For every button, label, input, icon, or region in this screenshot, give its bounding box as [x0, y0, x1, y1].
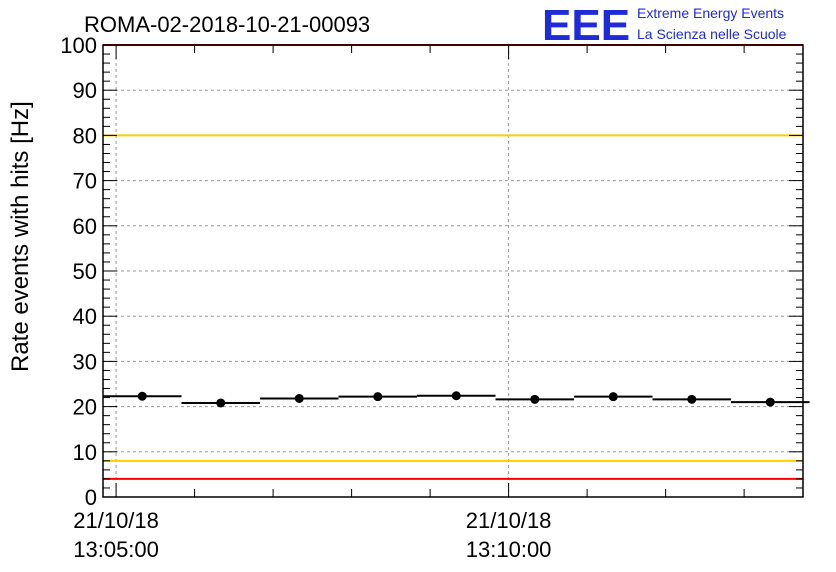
- y-tick-label: 40: [73, 304, 97, 329]
- data-point: [530, 394, 540, 404]
- y-tick-label: 90: [73, 78, 97, 103]
- grid: [103, 45, 803, 497]
- y-tick-label: 50: [73, 259, 97, 284]
- data-point: [373, 392, 383, 402]
- logo-line-1: Extreme Energy Events: [637, 5, 784, 21]
- data-point: [687, 394, 697, 404]
- axis-ticks: [103, 44, 803, 498]
- data-point: [451, 391, 461, 401]
- y-tick-label: 20: [73, 395, 97, 420]
- y-tick-label: 70: [73, 169, 97, 194]
- data-points: [103, 391, 810, 408]
- y-tick-label: 0: [85, 485, 97, 510]
- x-tick-date: 21/10/18: [73, 508, 159, 533]
- logo-mark: EEE: [542, 1, 630, 50]
- x-tick-time: 13:05:00: [73, 537, 159, 562]
- logo: EEE Extreme Energy Events La Scienza nel…: [542, 1, 787, 50]
- y-axis-label: Rate events with hits [Hz]: [7, 101, 34, 372]
- x-tick-date: 21/10/18: [466, 508, 552, 533]
- x-tick-labels: 21/10/18 13:05:00 21/10/18 13:10:00: [73, 508, 551, 562]
- data-point: [216, 398, 226, 408]
- chart-title: ROMA-02-2018-10-21-00093: [84, 12, 370, 37]
- y-tick-label: 100: [60, 33, 97, 58]
- data-point: [608, 392, 618, 402]
- y-tick-label: 30: [73, 349, 97, 374]
- logo-line-2: La Scienza nelle Scuole: [637, 26, 787, 42]
- data-point: [137, 391, 147, 401]
- data-point: [765, 397, 775, 407]
- y-tick-label: 60: [73, 214, 97, 239]
- y-tick-labels: 0 10 20 30 40 50 60 70 80 90 100: [60, 33, 97, 510]
- data-point: [294, 393, 304, 403]
- y-tick-label: 10: [73, 440, 97, 465]
- y-tick-label: 80: [73, 123, 97, 148]
- reference-lines: [103, 44, 803, 480]
- x-tick-time: 13:10:00: [466, 537, 552, 562]
